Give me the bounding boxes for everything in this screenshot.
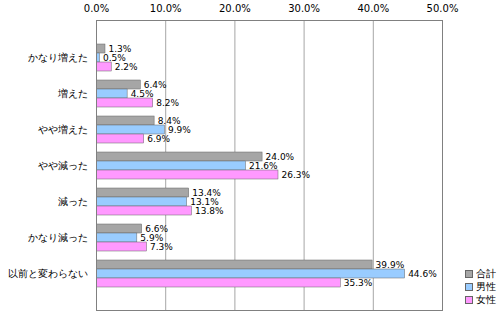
svg-text:8.4%: 8.4%	[157, 115, 181, 126]
svg-text:35.3%: 35.3%	[344, 278, 373, 288]
svg-text:24.0%: 24.0%	[265, 151, 295, 162]
svg-text:1.3%: 1.3%	[108, 43, 132, 54]
svg-text:20.0%: 20.0%	[219, 3, 251, 14]
svg-text:0.0%: 0.0%	[84, 3, 109, 14]
svg-text:やや増えた: やや増えた	[38, 124, 88, 135]
svg-text:かなり減った: かなり減った	[28, 232, 88, 243]
svg-text:50.0%: 50.0%	[427, 3, 459, 14]
svg-text:6.9%: 6.9%	[147, 134, 170, 144]
svg-text:13.4%: 13.4%	[192, 187, 221, 198]
html-text:女性: 女性	[476, 294, 496, 305]
svg-text:40.0%: 40.0%	[357, 3, 389, 14]
svg-text:6.6%: 6.6%	[145, 223, 168, 234]
svg-text:9.9%: 9.9%	[168, 125, 191, 135]
html-text:男性: 男性	[476, 281, 496, 292]
svg-text:44.6%: 44.6%	[408, 269, 437, 279]
svg-text:26.3%: 26.3%	[281, 170, 310, 180]
svg-text:かなり増えた: かなり増えた	[28, 52, 88, 63]
svg-text:5.9%: 5.9%	[140, 232, 164, 243]
svg-text:2.2%: 2.2%	[115, 62, 138, 72]
svg-text:13.1%: 13.1%	[190, 196, 219, 207]
svg-text:6.4%: 6.4%	[143, 79, 167, 90]
svg-text:やや減った: やや減った	[38, 160, 88, 171]
svg-text:7.3%: 7.3%	[150, 242, 173, 252]
svg-text:39.9%: 39.9%	[376, 260, 405, 270]
svg-text:減った: 減った	[58, 196, 88, 207]
svg-text:10.0%: 10.0%	[150, 3, 182, 14]
svg-text:13.8%: 13.8%	[195, 206, 224, 216]
svg-text:増えた: 増えた	[57, 88, 88, 99]
svg-text:21.6%: 21.6%	[249, 161, 278, 171]
svg-text:0.5%: 0.5%	[103, 52, 126, 63]
html-text:合計: 合計	[476, 268, 496, 279]
svg-text:4.5%: 4.5%	[131, 89, 154, 99]
svg-text:30.0%: 30.0%	[288, 3, 320, 14]
svg-text:以前と変わらない: 以前と変わらない	[8, 268, 88, 279]
svg-text:8.2%: 8.2%	[156, 98, 179, 108]
